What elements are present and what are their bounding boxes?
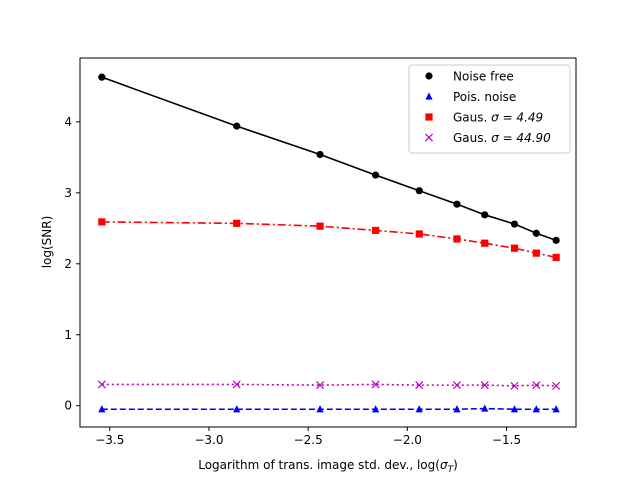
data-point xyxy=(98,73,106,81)
legend-label: Gaus. σ = 44.90 xyxy=(453,131,551,145)
legend-entry: Gaus. σ = 44.90 xyxy=(424,131,551,145)
x-axis-label: Logarithm of trans. image std. dev., log… xyxy=(198,458,458,475)
series-line xyxy=(101,76,557,242)
legend-label: Pois. noise xyxy=(453,90,516,104)
series-2 xyxy=(98,218,560,262)
data-point xyxy=(452,381,461,390)
series-line xyxy=(101,407,557,411)
data-point xyxy=(316,405,324,413)
x-tick-label: −2.5 xyxy=(294,433,323,447)
legend-label: Gaus. σ = 4.49 xyxy=(453,111,543,125)
legend-marker xyxy=(425,113,433,121)
data-point xyxy=(510,244,519,252)
legend-label-text: Gaus. xyxy=(453,111,491,125)
legend-box xyxy=(408,64,571,154)
data-point xyxy=(316,381,325,390)
data-point xyxy=(453,405,461,413)
legend-marker xyxy=(424,133,434,142)
data-point xyxy=(552,381,561,390)
series-line xyxy=(101,383,557,387)
y-axis-label: log(SNR) xyxy=(40,216,54,269)
data-point xyxy=(453,235,461,243)
y-tick-label: 2 xyxy=(64,257,72,271)
data-point xyxy=(510,405,519,413)
data-point xyxy=(232,380,241,389)
legend-label-math: σ = 4.49 xyxy=(491,111,543,125)
data-point xyxy=(97,380,106,389)
series-line xyxy=(101,221,557,259)
series-0 xyxy=(98,73,560,244)
data-point xyxy=(532,249,540,257)
data-point xyxy=(532,405,540,413)
legend-label-math: σ = 44.90 xyxy=(491,131,551,145)
data-point xyxy=(415,187,423,195)
data-point xyxy=(415,230,423,238)
axes-frame xyxy=(79,57,577,428)
legend-entry: Gaus. σ = 4.49 xyxy=(425,111,543,125)
y-tick-label: 1 xyxy=(64,328,72,342)
data-point xyxy=(98,218,106,226)
data-point xyxy=(415,381,424,390)
legend-marker xyxy=(425,72,433,80)
y-tick-label: 0 xyxy=(64,399,72,413)
y-tick-label: 4 xyxy=(64,115,72,129)
data-point xyxy=(372,171,380,179)
x-axis-label-subscript: T xyxy=(448,465,455,475)
data-point xyxy=(510,220,519,228)
data-point xyxy=(481,239,489,247)
legend-label-text: Gaus. xyxy=(453,131,491,145)
series-3 xyxy=(97,380,561,390)
data-point xyxy=(532,229,540,237)
data-point xyxy=(552,236,560,244)
data-point xyxy=(98,405,106,413)
data-point xyxy=(233,122,241,130)
series-1 xyxy=(98,404,560,413)
data-point xyxy=(316,222,324,230)
x-tick-label: −1.5 xyxy=(492,433,521,447)
y-tick-label: 3 xyxy=(64,186,72,200)
data-point xyxy=(481,211,489,219)
data-point xyxy=(481,404,489,412)
legend-label-text: Noise free xyxy=(453,70,514,84)
x-axis-label-text: Logarithm of trans. image std. dev., log… xyxy=(198,458,440,472)
data-point xyxy=(552,405,560,413)
data-point xyxy=(371,380,380,389)
data-point xyxy=(372,226,380,235)
x-tick-label: −2.0 xyxy=(393,433,422,447)
legend-marker xyxy=(425,92,433,100)
data-point xyxy=(532,381,541,390)
series-layer xyxy=(97,73,561,413)
data-point xyxy=(415,405,423,413)
legend-entry: Pois. noise xyxy=(425,90,516,104)
data-point xyxy=(233,219,241,227)
legend-label: Noise free xyxy=(453,70,514,84)
x-axis: −3.5 −3.0 −2.5 −2.0 −1.5 xyxy=(95,427,521,447)
x-tick-label: −3.5 xyxy=(95,433,124,447)
data-point xyxy=(552,253,560,262)
y-axis: 0 1 2 3 4 xyxy=(64,115,80,413)
data-point xyxy=(453,200,461,208)
x-tick-label: −3.0 xyxy=(194,433,223,447)
data-point xyxy=(233,405,241,413)
data-point xyxy=(372,405,380,413)
data-point xyxy=(480,381,489,390)
data-point xyxy=(510,381,519,390)
legend-entry: Noise free xyxy=(425,70,514,84)
x-axis-label-sigma: σ xyxy=(440,458,448,472)
x-axis-label-close: ) xyxy=(453,458,458,472)
data-point xyxy=(316,150,324,159)
legend-label-text: Pois. noise xyxy=(453,90,516,104)
